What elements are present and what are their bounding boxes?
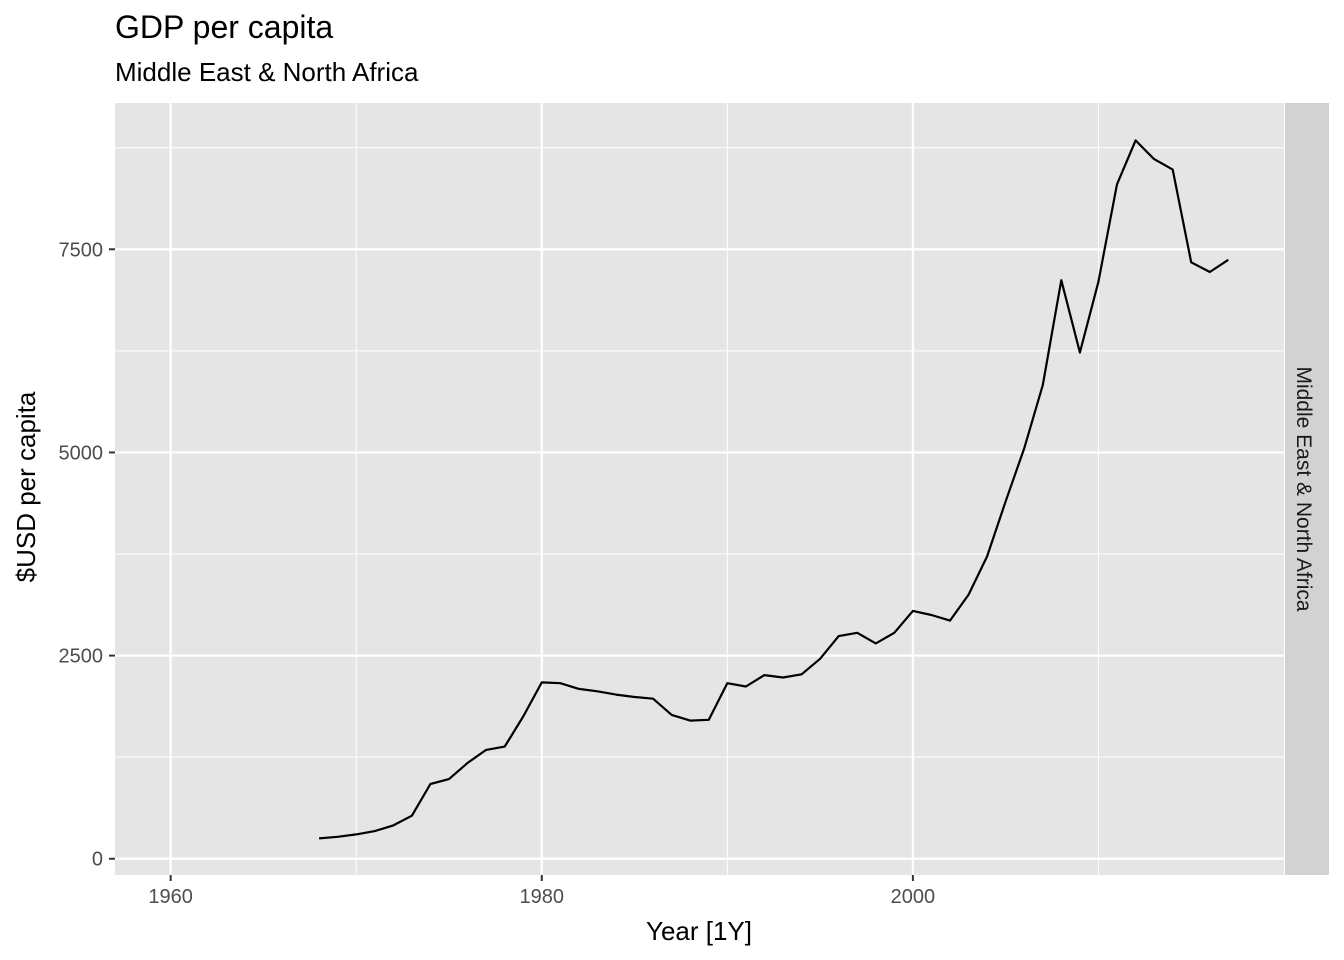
minor-grid bbox=[115, 103, 1284, 875]
facet-strip-label: Middle East & North Africa bbox=[1292, 366, 1315, 611]
series-line-middle-east-north-africa bbox=[319, 139, 1229, 840]
x-tick-label-1960: 1960 bbox=[148, 886, 193, 908]
y-axis-title: $USD per capita bbox=[11, 391, 41, 582]
y-tick-label-2500: 2500 bbox=[59, 646, 104, 668]
major-grid bbox=[115, 103, 1284, 875]
y-tick-label-5000: 5000 bbox=[59, 442, 104, 464]
x-axis-title: Year [1Y] bbox=[646, 916, 752, 946]
chart-title: GDP per capita bbox=[115, 9, 334, 45]
plot-panel bbox=[115, 103, 1284, 875]
y-tick-label-0: 0 bbox=[92, 849, 103, 871]
facet-strip bbox=[1285, 103, 1329, 875]
y-tick-label-7500: 7500 bbox=[59, 239, 104, 261]
x-axis: 1960 1980 2000 bbox=[148, 875, 935, 908]
x-tick-label-2000: 2000 bbox=[891, 886, 936, 908]
chart-subtitle: Middle East & North Africa bbox=[115, 57, 419, 87]
y-axis: 0 2500 5000 7500 bbox=[59, 239, 115, 871]
x-tick-label-1980: 1980 bbox=[520, 886, 565, 908]
